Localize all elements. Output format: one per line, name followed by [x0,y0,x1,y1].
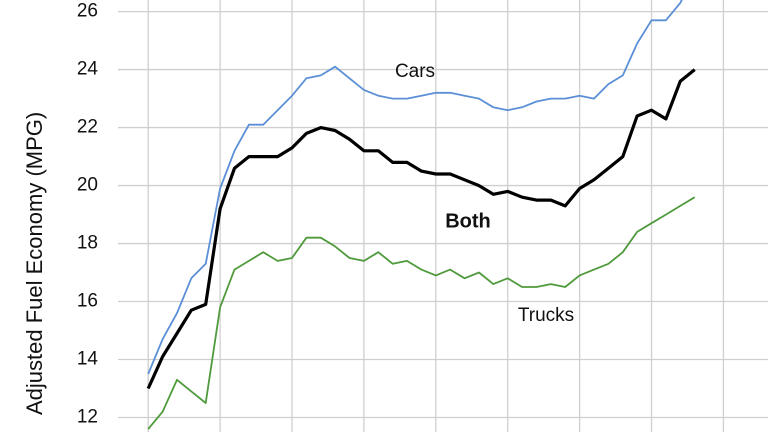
y-tick-label: 26 [77,1,98,22]
series-line [147,0,683,375]
y-tick-label: 22 [77,117,98,138]
series-line [146,68,696,390]
series-label: Cars [395,61,435,82]
y-tick-label: 24 [77,59,99,80]
plot-area [146,0,696,430]
y-axis-title: Adjusted Fuel Economy (MPG) [22,112,47,415]
y-tick-label: 18 [77,233,98,254]
series-line [147,196,696,430]
y-tick-label: 12 [77,407,98,428]
series-label: Trucks [518,305,574,326]
y-tick-label: 20 [77,175,98,196]
y-tick-label: 16 [77,291,98,312]
series-label: Both [445,210,491,232]
y-tick-label: 14 [77,349,99,370]
